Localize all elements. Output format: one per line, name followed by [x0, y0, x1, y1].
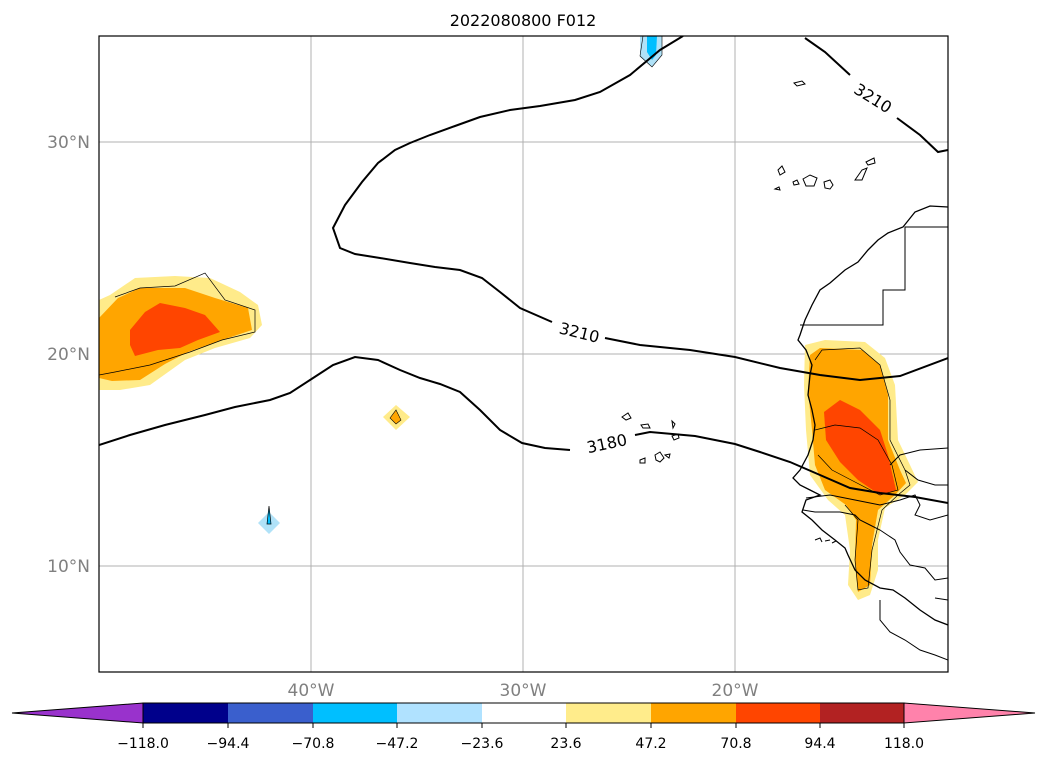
colorbar-bin-7 — [651, 703, 736, 723]
africa-interior-border-2 — [805, 494, 948, 521]
map-title: 2022080800 F012 — [450, 11, 597, 30]
anomaly-mid-ocean — [383, 405, 410, 430]
lat-label-30n: 30°N — [47, 133, 90, 153]
colorbar-bin-3 — [313, 703, 397, 723]
anomaly-east — [804, 340, 918, 600]
contour-3210-upper — [331, 36, 684, 323]
colorbar-label-3: −70.8 — [292, 736, 335, 752]
cape-verde-island-5 — [654, 451, 665, 463]
colorbar-bin-1 — [143, 703, 228, 723]
anomaly-mid-ocean-mid — [389, 409, 402, 425]
cape-verde-island-3 — [671, 419, 676, 430]
map-frame — [98, 35, 949, 673]
canary-island-1 — [777, 165, 786, 176]
colorbar-bin-4 — [397, 703, 482, 723]
africa-interior-border-3 — [802, 509, 948, 581]
anomaly-east-outline — [814, 347, 911, 591]
contour-3210-upper-2 — [604, 337, 948, 382]
africa-interior-border-1 — [800, 226, 948, 326]
anomaly-negative-south — [258, 505, 280, 534]
height-contours — [99, 36, 948, 504]
cape-verde-island-7 — [639, 457, 646, 464]
colorbar-label-5: −23.6 — [461, 736, 504, 752]
africa-interior-border-7 — [934, 597, 948, 601]
anomaly-negative-south-line — [266, 505, 272, 525]
colorbar-label-4: −47.2 — [376, 736, 419, 752]
colorbar-tick-labels: −118.0 −94.4 −70.8 −47.2 −23.6 23.6 47.2… — [117, 736, 924, 752]
colorbar-extend-high — [903, 702, 1036, 724]
map-panel: 3210 3210 3180 — [98, 35, 949, 673]
colorbar-bin-6 — [566, 703, 651, 723]
lon-label-40w: 40°W — [288, 681, 335, 701]
anomaly-east-inner-outline — [814, 424, 899, 496]
colorbar-label-6: 23.6 — [550, 736, 581, 752]
bissagos-islands — [814, 537, 837, 544]
cape-verde-island-6 — [663, 453, 671, 459]
colorbar-label-9: 94.4 — [804, 736, 835, 752]
lon-labels: 40°W 30°W 20°W — [288, 681, 759, 701]
colorbar-label-7: 47.2 — [635, 736, 666, 752]
lat-labels: 30°N 20°N 10°N — [47, 133, 90, 577]
canary-island-2 — [792, 179, 800, 186]
lat-label-20n: 20°N — [47, 345, 90, 365]
anomaly-east-high — [824, 400, 896, 495]
africa-interior-border-4 — [889, 447, 948, 466]
colorbar-bin-2 — [228, 703, 313, 723]
colorbar-bin-9 — [820, 703, 905, 723]
canary-island-4 — [823, 179, 834, 190]
colorbar-label-8: 70.8 — [720, 736, 751, 752]
lon-label-20w: 20°W — [712, 681, 759, 701]
lon-label-30w: 30°W — [500, 681, 547, 701]
colorbar-label-1: −118.0 — [117, 736, 169, 752]
contour-3210-ne-2 — [896, 117, 948, 154]
africa-coastline — [792, 205, 948, 626]
contour-3210-ne — [804, 37, 851, 76]
colorbar-label-2: −94.4 — [207, 736, 250, 752]
colorbar-bin-8 — [736, 703, 820, 723]
coastlines — [621, 80, 948, 661]
lat-label-10n: 10°N — [47, 557, 90, 577]
anomaly-west-outline — [99, 272, 256, 376]
anomaly-west — [99, 272, 262, 390]
colorbar-bin-5 — [482, 703, 566, 723]
colorbar-extend-low — [11, 702, 144, 724]
contour-3180-west — [99, 355, 571, 451]
cape-verde-island-1 — [621, 412, 632, 421]
canary-island-5 — [854, 167, 868, 181]
canary-island-7 — [773, 186, 781, 191]
contour-3180-east — [634, 430, 948, 504]
anomaly-west-high — [130, 303, 220, 356]
madeira-island — [793, 80, 806, 87]
colorbar-ticks — [142, 723, 905, 728]
colorbar-label-10: 118.0 — [884, 736, 924, 752]
canary-island-6 — [865, 157, 876, 166]
canary-island-3 — [802, 174, 818, 187]
africa-interior-border-5 — [904, 469, 948, 486]
africa-interior-border-6 — [879, 600, 948, 661]
colorbar: −118.0 −94.4 −70.8 −47.2 −23.6 23.6 47.2… — [11, 702, 1036, 752]
cape-verde-island-2 — [640, 423, 651, 429]
gridlines — [99, 36, 948, 672]
colorbar-frame — [142, 702, 905, 724]
